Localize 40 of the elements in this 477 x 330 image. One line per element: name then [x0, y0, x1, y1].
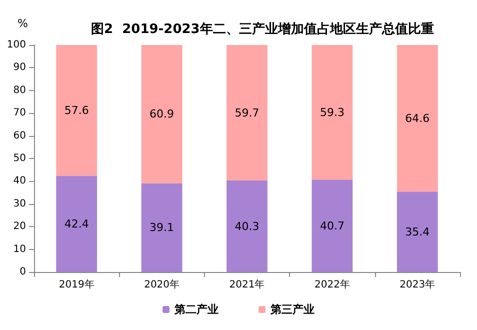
- y-tick-label: 50: [13, 153, 26, 164]
- bar: [56, 176, 98, 272]
- y-tick-label: 10: [13, 244, 26, 255]
- data-label: 40.3: [234, 220, 260, 233]
- x-tick-label: 2019年: [58, 278, 94, 290]
- y-tick-label: 70: [13, 108, 26, 119]
- y-tick-label: 80: [13, 84, 26, 96]
- legend-label: 第三产业: [270, 303, 314, 316]
- y-tick-label: 60: [13, 130, 26, 142]
- bar: [56, 45, 98, 176]
- bar: [141, 183, 182, 272]
- bar: [396, 192, 438, 272]
- data-label: 39.1: [150, 221, 174, 234]
- y-axis-title: %: [18, 17, 28, 30]
- y-tick-label: 100: [6, 40, 26, 50]
- data-label: 57.6: [64, 104, 89, 117]
- chart-title: 图2 2019-2023年二、三产业增加值占地区生产总值比重: [91, 21, 434, 37]
- x-tick-label: 2023年: [400, 278, 436, 290]
- bar: [396, 45, 438, 192]
- data-label: 35.4: [405, 225, 430, 238]
- data-label: 40.7: [320, 219, 344, 232]
- bar: [312, 45, 353, 180]
- y-tick-label: 90: [13, 62, 26, 74]
- bar: [226, 180, 268, 272]
- x-tick-label: 2020年: [144, 278, 180, 290]
- x-tick-label: 2021年: [229, 278, 265, 290]
- legend-label: 第二产业: [174, 303, 218, 316]
- x-tick-label: 2022年: [314, 278, 350, 290]
- y-tick-label: 0: [20, 266, 26, 278]
- bar: [312, 180, 353, 272]
- y-tick-label: 40: [13, 176, 26, 187]
- data-label: 59.3: [320, 106, 344, 119]
- y-tick-label: 20: [13, 221, 26, 232]
- data-label: 42.4: [64, 217, 89, 230]
- bar: [141, 45, 182, 184]
- data-label: 59.7: [234, 106, 260, 120]
- data-label: 64.6: [405, 112, 430, 125]
- data-label: 60.9: [150, 108, 174, 121]
- bar: [226, 45, 268, 181]
- y-tick-label: 30: [13, 198, 26, 210]
